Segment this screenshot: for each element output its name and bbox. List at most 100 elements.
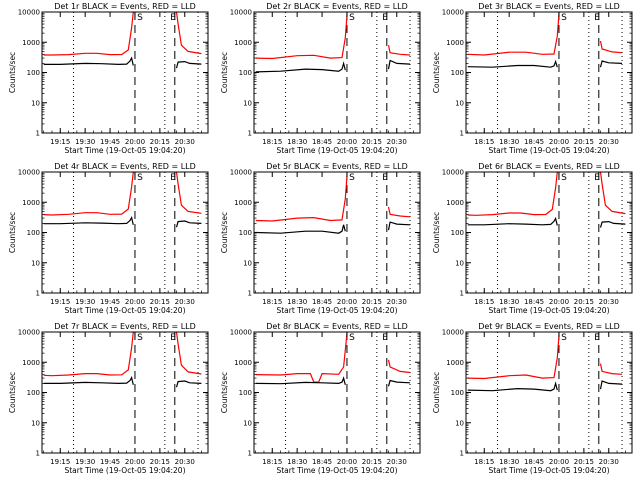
- y-tick-label: 10000: [18, 169, 40, 177]
- x-tick-label: 20:30: [387, 458, 407, 466]
- y-tick-label: 10: [455, 99, 464, 107]
- y-axis-label: Counts/sec: [220, 212, 229, 253]
- lld-rate-line: [387, 45, 411, 56]
- x-tick-label: 18:30: [499, 458, 519, 466]
- events-rate-line: [255, 61, 346, 73]
- events-rate-line: [255, 376, 346, 385]
- panel-6: Det 6r BLACK = Events, RED = LLD S E 1 10 100…: [432, 162, 633, 315]
- y-tick-label: 100: [239, 69, 252, 77]
- y-tick-label: 1: [248, 450, 252, 458]
- lld-rate-line: [43, 11, 134, 56]
- x-tick-label: 20:15: [362, 138, 382, 146]
- panel-title: Det 2r BLACK = Events, RED = LLD: [266, 2, 408, 11]
- y-tick-label: 1: [36, 450, 40, 458]
- marker-e: E: [170, 333, 176, 343]
- y-tick-label: 10000: [442, 9, 464, 17]
- events-rate-line: [467, 381, 558, 392]
- y-tick-label: 1000: [446, 39, 464, 47]
- x-axis-label: Start Time (19-Oct-05 19:04:20): [64, 306, 185, 315]
- lld-rate-line: [43, 171, 134, 216]
- x-tick-label: 18:15: [262, 298, 282, 306]
- x-axis-label: Start Time (19-Oct-05 19:04:20): [276, 306, 397, 315]
- marker-s: S: [349, 173, 355, 183]
- x-tick-label: 18:30: [287, 138, 307, 146]
- marker-e: E: [382, 13, 388, 23]
- x-tick-label: 19:15: [50, 458, 70, 466]
- marker-s: S: [137, 173, 143, 183]
- x-tick-label: 18:15: [474, 458, 494, 466]
- y-tick-label: 1000: [234, 39, 252, 47]
- x-tick-label: 20:00: [549, 138, 569, 146]
- lld-rate-line: [255, 175, 348, 222]
- x-tick-label: 20:15: [150, 458, 170, 466]
- panel-title: Det 8r BLACK = Events, RED = LLD: [266, 322, 408, 331]
- y-tick-label: 10: [455, 419, 464, 427]
- y-tick-label: 1: [248, 130, 252, 138]
- x-tick-label: 20:30: [175, 138, 195, 146]
- y-axis-label: Counts/sec: [220, 372, 229, 413]
- x-tick-label: 18:15: [474, 138, 494, 146]
- x-tick-label: 19:45: [100, 298, 120, 306]
- panel-title: Det 3r BLACK = Events, RED = LLD: [478, 2, 620, 11]
- y-tick-label: 10: [243, 259, 252, 267]
- y-tick-label: 1: [36, 130, 40, 138]
- y-tick-label: 10: [243, 419, 252, 427]
- panel-title: Det 7r BLACK = Events, RED = LLD: [54, 322, 196, 331]
- x-tick-label: 20:00: [125, 138, 145, 146]
- panel-title: Det 5r BLACK = Events, RED = LLD: [266, 162, 408, 171]
- y-tick-label: 1000: [22, 39, 40, 47]
- plot-frame: [253, 331, 421, 454]
- plot-frame: [465, 11, 633, 134]
- y-axis-label: Counts/sec: [220, 52, 229, 93]
- x-tick-label: 18:45: [524, 298, 544, 306]
- x-tick-label: 20:30: [175, 298, 195, 306]
- panel-title: Det 1r BLACK = Events, RED = LLD: [54, 2, 196, 11]
- x-tick-label: 18:45: [312, 458, 332, 466]
- panel-2: Det 2r BLACK = Events, RED = LLD S E 1 10 100…: [220, 2, 421, 155]
- events-rate-line: [467, 59, 558, 68]
- events-rate-line: [255, 224, 346, 234]
- y-tick-label: 100: [27, 69, 40, 77]
- events-rate-line: [599, 60, 623, 68]
- plot-frame: [41, 11, 209, 134]
- events-rate-line: [599, 380, 623, 390]
- x-tick-label: 20:15: [574, 458, 594, 466]
- x-tick-label: 20:30: [599, 138, 619, 146]
- y-tick-label: 10000: [18, 9, 40, 17]
- y-tick-label: 10000: [442, 169, 464, 177]
- x-tick-label: 20:30: [599, 458, 619, 466]
- y-tick-label: 100: [451, 69, 464, 77]
- panel-1: Det 1r BLACK = Events, RED = LLD S E 1 10 100…: [8, 2, 209, 155]
- y-tick-label: 10: [31, 419, 40, 427]
- x-tick-label: 20:15: [574, 298, 594, 306]
- y-tick-label: 1000: [234, 199, 252, 207]
- panel-8: Det 8r BLACK = Events, RED = LLD S E 1 10 100…: [220, 322, 421, 475]
- x-tick-label: 19:45: [100, 138, 120, 146]
- lld-rate-line: [175, 11, 202, 55]
- y-tick-label: 1: [248, 290, 252, 298]
- x-tick-label: 20:15: [150, 298, 170, 306]
- lld-rate-line: [175, 171, 202, 214]
- x-tick-label: 19:30: [75, 458, 95, 466]
- y-tick-label: 100: [451, 389, 464, 397]
- y-tick-label: 10: [455, 259, 464, 267]
- y-tick-label: 1000: [446, 199, 464, 207]
- y-tick-label: 1000: [234, 359, 252, 367]
- x-tick-label: 18:30: [287, 458, 307, 466]
- x-tick-label: 19:15: [50, 138, 70, 146]
- events-rate-line: [175, 60, 202, 69]
- x-tick-label: 18:45: [524, 138, 544, 146]
- marker-e: E: [594, 333, 600, 343]
- y-tick-label: 100: [239, 389, 252, 397]
- y-tick-label: 1: [36, 290, 40, 298]
- lld-rate-line: [599, 363, 623, 375]
- plot-frame: [465, 171, 633, 294]
- x-tick-label: 18:45: [312, 138, 332, 146]
- panel-4: Det 4r BLACK = Events, RED = LLD S E 1 10 100…: [8, 162, 209, 315]
- events-rate-line: [599, 220, 626, 228]
- x-tick-label: 18:30: [287, 298, 307, 306]
- lld-rate-line: [255, 14, 348, 60]
- y-tick-label: 1000: [446, 359, 464, 367]
- marker-e: E: [170, 173, 176, 183]
- marker-s: S: [561, 13, 567, 23]
